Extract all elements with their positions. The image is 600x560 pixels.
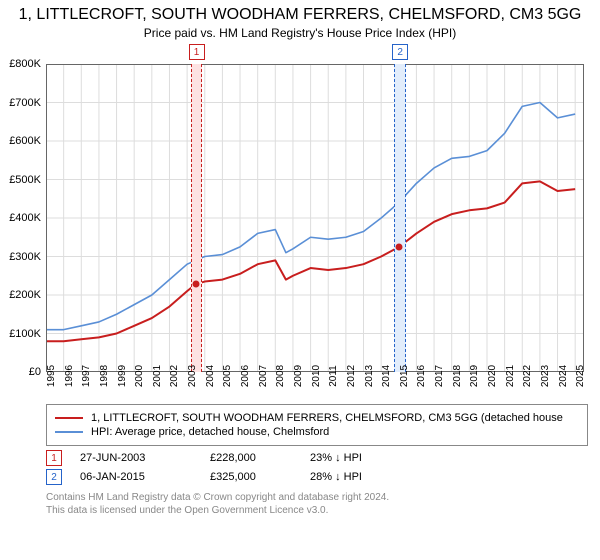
x-tick-label: 2004 — [205, 365, 216, 387]
x-tick-label: 2002 — [169, 365, 180, 387]
x-tick-label: 1996 — [64, 365, 75, 387]
marker-row: 1 27-JUN-2003 £228,000 23% ↓ HPI — [46, 450, 588, 466]
x-tick-label: 2005 — [222, 365, 233, 387]
x-tick-label: 2014 — [381, 365, 392, 387]
legend-label: 1, LITTLECROFT, SOUTH WOODHAM FERRERS, C… — [91, 412, 563, 424]
x-tick-label: 2012 — [346, 365, 357, 387]
x-tick-label: 2001 — [152, 365, 163, 387]
title-line-1: 1, LITTLECROFT, SOUTH WOODHAM FERRERS, C… — [0, 6, 600, 24]
legend-swatch-icon — [55, 417, 83, 419]
marker-price: £228,000 — [210, 452, 310, 464]
sale-marker-dot — [396, 243, 403, 250]
x-tick-label: 2007 — [258, 365, 269, 387]
chart-legend: 1, LITTLECROFT, SOUTH WOODHAM FERRERS, C… — [46, 404, 588, 446]
footer: Contains HM Land Registry data © Crown c… — [46, 491, 588, 517]
x-tick-label: 2021 — [505, 365, 516, 387]
legend-label: HPI: Average price, detached house, Chel… — [91, 426, 329, 438]
sale-marker-dot — [192, 281, 199, 288]
sale-markers-table: 1 27-JUN-2003 £228,000 23% ↓ HPI 2 06-JA… — [46, 450, 588, 485]
marker-box-icon: 1 — [46, 450, 62, 466]
x-tick-label: 2015 — [399, 365, 410, 387]
y-tick-label: £700K — [9, 97, 41, 109]
x-tick-label: 2010 — [311, 365, 322, 387]
marker-pct: 23% ↓ HPI — [310, 452, 380, 464]
y-tick-label: £400K — [9, 212, 41, 224]
x-tick-label: 2006 — [240, 365, 251, 387]
x-tick-label: 2003 — [187, 365, 198, 387]
price-chart: 12£0£100K£200K£300K£400K£500K£600K£700K£… — [46, 64, 584, 372]
marker-pct: 28% ↓ HPI — [310, 471, 380, 483]
y-tick-label: £100K — [9, 328, 41, 340]
x-tick-label: 2025 — [575, 365, 586, 387]
x-tick-label: 1998 — [99, 365, 110, 387]
legend-swatch-icon — [55, 431, 83, 433]
chart-title: 1, LITTLECROFT, SOUTH WOODHAM FERRERS, C… — [0, 0, 600, 40]
footer-line: This data is licensed under the Open Gov… — [46, 504, 588, 517]
band-marker-label: 1 — [189, 44, 205, 60]
x-tick-label: 1995 — [46, 365, 57, 387]
marker-row: 2 06-JAN-2015 £325,000 28% ↓ HPI — [46, 469, 588, 485]
legend-item: HPI: Average price, detached house, Chel… — [55, 426, 579, 438]
y-tick-label: £500K — [9, 174, 41, 186]
x-tick-label: 2017 — [434, 365, 445, 387]
x-tick-label: 2016 — [416, 365, 427, 387]
y-tick-label: £200K — [9, 289, 41, 301]
marker-price: £325,000 — [210, 471, 310, 483]
x-tick-label: 2008 — [275, 365, 286, 387]
marker-box-icon: 2 — [46, 469, 62, 485]
x-tick-label: 2023 — [540, 365, 551, 387]
title-line-2: Price paid vs. HM Land Registry's House … — [0, 26, 600, 40]
x-tick-label: 2011 — [328, 365, 339, 387]
x-tick-label: 2000 — [134, 365, 145, 387]
marker-date: 27-JUN-2003 — [80, 452, 210, 464]
x-tick-label: 2013 — [364, 365, 375, 387]
x-tick-label: 2018 — [452, 365, 463, 387]
x-tick-label: 2019 — [469, 365, 480, 387]
x-tick-label: 2022 — [522, 365, 533, 387]
band-marker-label: 2 — [392, 44, 408, 60]
footer-line: Contains HM Land Registry data © Crown c… — [46, 491, 588, 504]
y-tick-label: £0 — [29, 366, 41, 378]
x-tick-label: 2020 — [487, 365, 498, 387]
x-tick-label: 2024 — [558, 365, 569, 387]
legend-item: 1, LITTLECROFT, SOUTH WOODHAM FERRERS, C… — [55, 412, 579, 424]
x-tick-label: 1997 — [81, 365, 92, 387]
y-tick-label: £300K — [9, 251, 41, 263]
y-tick-label: £800K — [9, 58, 41, 70]
y-tick-label: £600K — [9, 135, 41, 147]
x-tick-label: 2009 — [293, 365, 304, 387]
x-tick-label: 1999 — [117, 365, 128, 387]
marker-date: 06-JAN-2015 — [80, 471, 210, 483]
